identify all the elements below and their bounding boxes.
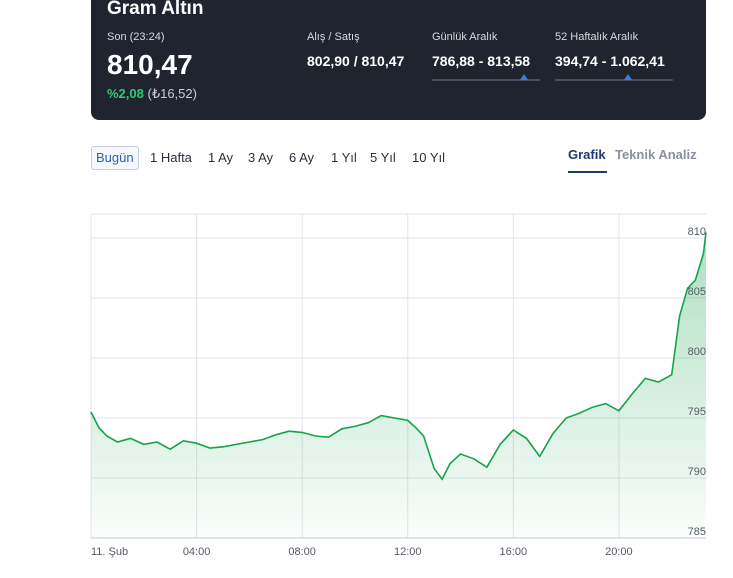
period-1-year[interactable]: 1 Yıl (331, 150, 357, 165)
period-6-months[interactable]: 6 Ay (289, 150, 315, 165)
period-today[interactable]: Bugün (91, 146, 139, 170)
bid-ask-label: Alış / Satış (307, 31, 360, 43)
period-3-months[interactable]: 3 Ay (248, 150, 274, 165)
x-tick-label: 08:00 (288, 546, 316, 558)
weekly-range-marker (624, 74, 633, 80)
page-title: Gram Altın (107, 0, 204, 19)
y-tick-label: 805 (688, 286, 706, 298)
bid-ask-value: 802,90 / 810,47 (307, 53, 405, 69)
weekly-range-value: 394,74 - 1.062,41 (555, 53, 665, 69)
period-5-years[interactable]: 5 Yıl (370, 150, 396, 165)
period-10-years[interactable]: 10 Yıl (412, 150, 446, 165)
price-line (90, 232, 707, 481)
y-tick-label: 810 (688, 226, 706, 238)
y-tick-label: 800 (688, 346, 706, 358)
x-tick-label: 16:00 (500, 546, 528, 558)
x-tick-label: 11. Şub (91, 546, 128, 558)
daily-range-marker (519, 74, 528, 80)
daily-range-value: 786,88 - 813,58 (432, 53, 531, 69)
y-tick-label: 795 (688, 406, 706, 418)
change-amount: (₺16,52) (147, 86, 197, 101)
last-price-value: 810,47 (107, 49, 193, 80)
tab-chart-underline (568, 171, 607, 173)
daily-range-label: Günlük Aralık (432, 31, 498, 43)
daily-range-bar (432, 79, 540, 81)
quote-header: Gram Altın Son (23:24) 810,47 %2,08 (₺16… (91, 0, 706, 120)
y-tick-label: 785 (688, 526, 706, 538)
period-1-month[interactable]: 1 Ay (208, 150, 234, 165)
tab-technical-analysis[interactable]: Teknik Analiz (615, 147, 697, 162)
x-tick-label: 12:00 (394, 546, 422, 558)
change-percent: %2,08 (107, 86, 144, 101)
price-change: %2,08 (₺16,52) (107, 86, 197, 102)
price-area (91, 232, 706, 538)
weekly-range-bar (555, 79, 673, 81)
x-tick-label: 20:00 (605, 546, 633, 558)
tab-chart[interactable]: Grafik (568, 147, 606, 162)
x-tick-label: 04:00 (183, 546, 211, 558)
y-tick-label: 790 (688, 466, 706, 478)
period-1-week[interactable]: 1 Hafta (150, 150, 192, 165)
weekly-range-label: 52 Haftalık Aralık (555, 31, 639, 43)
last-price-label: Son (23:24) (107, 31, 165, 43)
